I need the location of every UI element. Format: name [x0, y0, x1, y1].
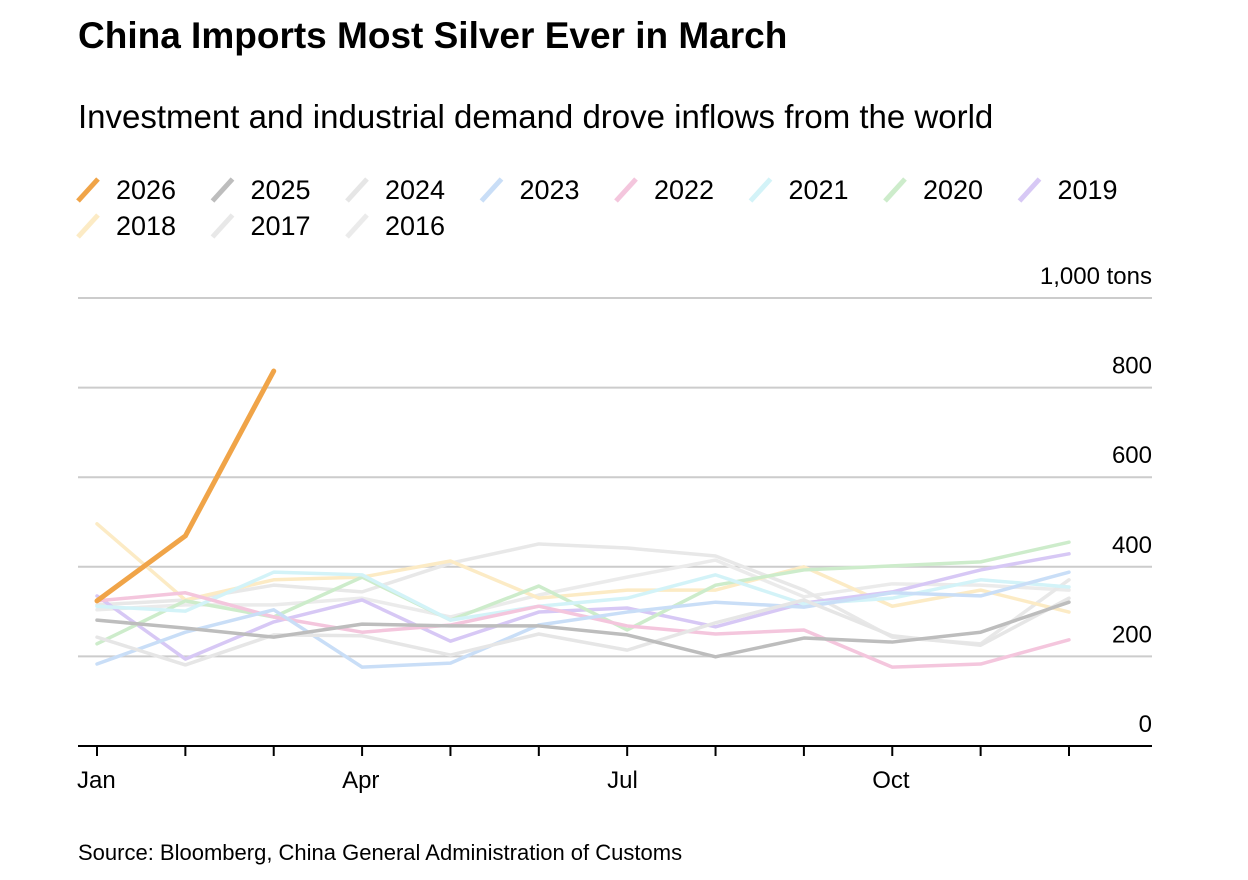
legend-label: 2020	[923, 175, 983, 205]
legend-label: 2024	[385, 175, 445, 205]
series-line	[95, 558, 1071, 619]
legend-swatch	[210, 177, 235, 203]
legend-label: 2017	[251, 211, 311, 241]
y-tick-label: 600	[1112, 442, 1152, 469]
legend-swatch	[883, 177, 907, 203]
legend-swatch	[614, 177, 638, 203]
legend-label: 2023	[520, 175, 580, 205]
source: Source: Bloomberg, China General Adminis…	[78, 840, 682, 865]
legend-label: 2019	[1058, 175, 1118, 205]
legend-label: 2026	[116, 175, 176, 205]
chart-title: China Imports Most Silver Ever in March	[78, 15, 787, 56]
x-tick-label: Apr	[342, 767, 379, 794]
x-tick-label: Jul	[607, 767, 638, 794]
legend-swatch	[76, 213, 100, 239]
series-line	[95, 570, 1071, 622]
series-line	[95, 570, 1071, 669]
x-tick-label: Oct	[872, 767, 910, 794]
y-tick-label: 200	[1112, 621, 1152, 648]
legend-label: 2025	[251, 175, 311, 205]
y-tick-label: 1,000 tons	[1040, 263, 1152, 290]
series-line	[95, 552, 1071, 661]
y-tick-label: 0	[1139, 711, 1152, 738]
legend-label: 2022	[654, 175, 714, 205]
legend-swatch	[748, 177, 773, 203]
legend-swatch	[1017, 177, 1042, 203]
series-line	[94, 368, 277, 604]
legend-swatch	[76, 177, 100, 203]
y-tick-label: 400	[1112, 532, 1152, 559]
legend-swatch	[479, 177, 504, 203]
series-line	[95, 596, 1071, 667]
series-line	[95, 600, 1071, 659]
legend-label: 2021	[789, 175, 849, 205]
y-tick-label: 800	[1112, 353, 1152, 380]
legend-label: 2016	[385, 211, 445, 241]
legend-label: 2018	[116, 211, 176, 241]
series-line	[95, 522, 1071, 614]
x-tick-label: Jan	[77, 767, 116, 794]
legend-swatch	[345, 213, 369, 239]
legend-swatch	[210, 213, 235, 239]
chart-subtitle: Investment and industrial demand drove i…	[78, 98, 993, 135]
legend-swatch	[345, 177, 369, 203]
